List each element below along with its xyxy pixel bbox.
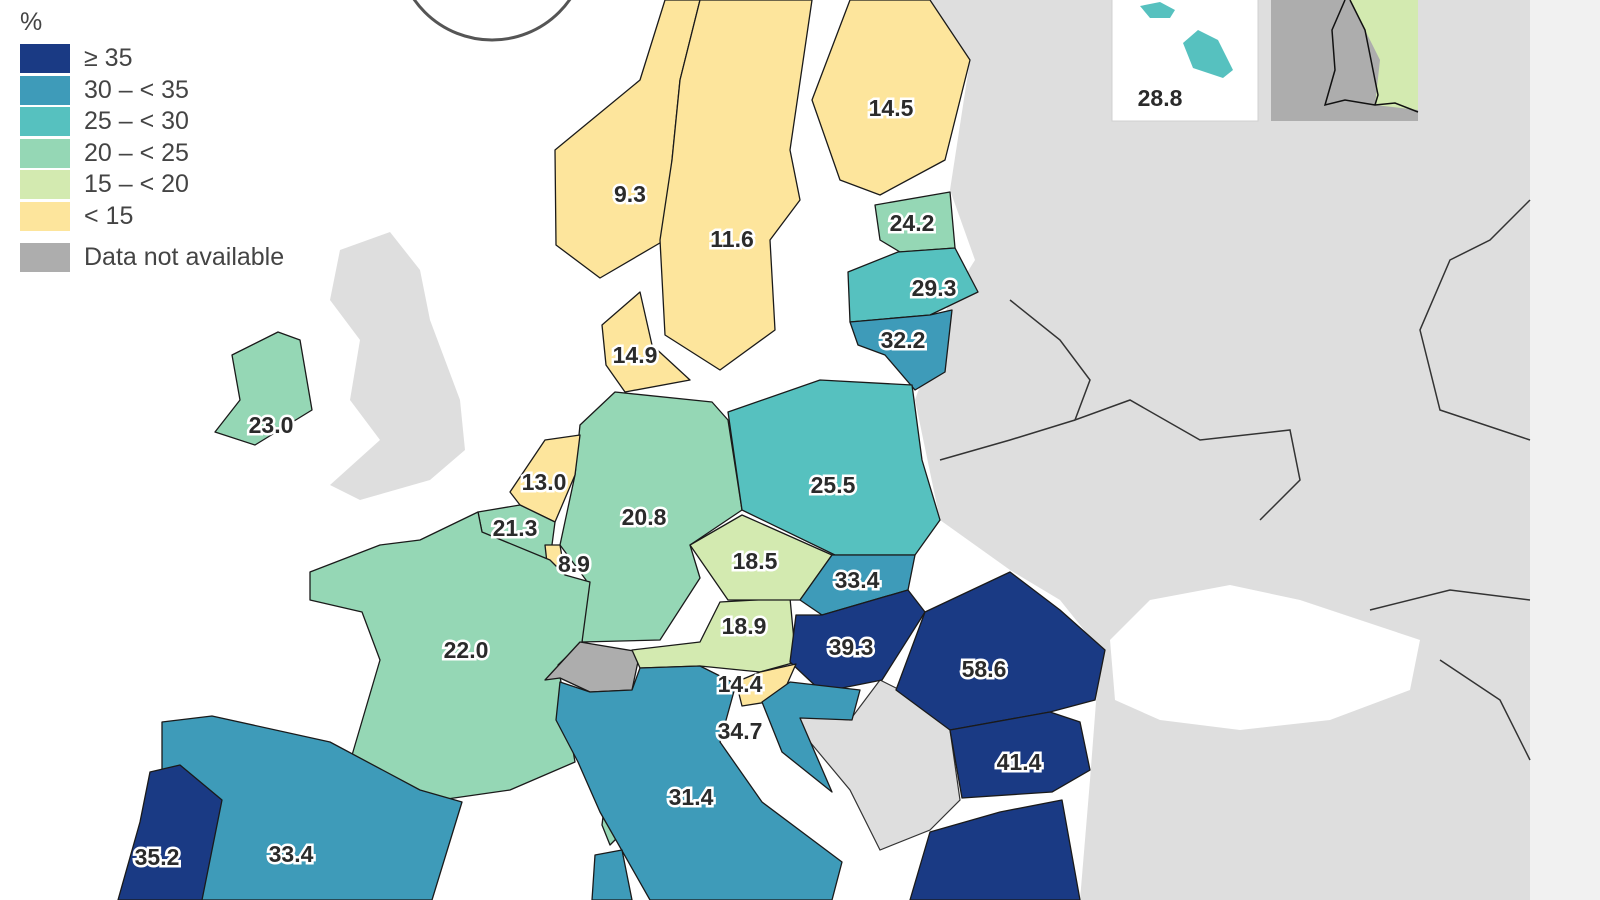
region-GR[interactable] — [909, 799, 1081, 900]
black-sea — [1110, 585, 1420, 730]
region-SE[interactable] — [659, 0, 813, 371]
inset-liechtenstein — [1271, 0, 1419, 121]
region-PT[interactable] — [117, 764, 223, 900]
value-label-LT: 32.2 — [881, 327, 926, 353]
legend-label: Data not available — [84, 243, 285, 272]
legend-unit: % — [20, 8, 43, 36]
value-label-HR: 34.7 — [718, 718, 763, 744]
value-label-DE: 20.8 — [622, 504, 667, 530]
legend-swatch — [20, 138, 70, 168]
value-label-SI: 14.4 — [718, 671, 763, 697]
region-LT[interactable] — [849, 309, 953, 391]
legend-swatch — [20, 243, 70, 273]
legend-swatch — [20, 107, 70, 137]
value-label-BE: 21.3 — [493, 515, 538, 541]
value-label-DK: 14.9 — [613, 342, 658, 368]
region-IT-sardinia[interactable] — [591, 849, 633, 900]
legend-item: 20 – < 25 — [20, 138, 284, 170]
legend-item: 25 – < 30 — [20, 106, 284, 138]
value-label-IE: 23.0 — [249, 412, 294, 438]
non-eu-balkans — [788, 679, 961, 851]
value-label-LU: 8.9 — [558, 551, 590, 577]
legend-label: 30 – < 35 — [84, 75, 189, 104]
legend-item: ≥ 35 — [20, 43, 284, 75]
inset-circle — [412, 0, 572, 42]
legend-label: ≥ 35 — [84, 44, 133, 73]
value-label-FI: 14.5 — [869, 95, 914, 121]
value-label-NL: 13.0 — [522, 469, 567, 495]
legend-swatch — [20, 170, 70, 200]
region-PL[interactable] — [727, 379, 941, 556]
value-label-ES: 33.4 — [269, 841, 314, 867]
value-label-CZ: 18.5 — [733, 548, 778, 574]
legend-swatch — [20, 75, 70, 105]
legend: % ≥ 35 30 – < 35 25 – < 30 20 – < 25 15 … — [20, 8, 284, 274]
region-DK[interactable] — [601, 291, 691, 393]
value-label-PL: 25.5 — [811, 472, 856, 498]
value-label-HU: 39.3 — [829, 634, 874, 660]
value-label-EE: 24.2 — [890, 210, 935, 236]
value-label-PT: 35.2 — [135, 844, 180, 870]
region-HR[interactable] — [761, 681, 861, 793]
legend-label: 15 – < 20 — [84, 170, 189, 199]
value-label-SE: 11.6 — [710, 226, 754, 252]
legend-item: 15 – < 20 — [20, 169, 284, 201]
legend-item: < 15 — [20, 201, 284, 233]
value-label-RO: 58.6 — [962, 656, 1007, 682]
region-IT[interactable] — [555, 665, 843, 900]
value-label-BG: 41.4 — [997, 749, 1042, 775]
legend-item: 30 – < 35 — [20, 75, 284, 107]
legend-label: 20 – < 25 — [84, 138, 189, 167]
malta-shape — [1140, 2, 1233, 78]
non-eu-borders — [939, 199, 1531, 761]
legend-swatch — [20, 201, 70, 231]
value-label-FR: 22.0 — [444, 637, 489, 663]
value-label-NO: 9.3 — [614, 181, 646, 207]
region-FI[interactable] — [811, 0, 971, 196]
legend-swatch — [20, 44, 70, 74]
united-kingdom — [330, 232, 465, 500]
region-RO[interactable] — [895, 571, 1106, 731]
map-edge — [1530, 0, 1600, 900]
legend-item-not-available: Data not available — [20, 242, 284, 274]
value-label-MT: 28.8 — [1138, 85, 1183, 111]
region-IE[interactable] — [214, 331, 313, 446]
legend-label: < 15 — [84, 201, 134, 230]
value-label-IT: 31.4 — [669, 784, 714, 810]
legend-label: 25 – < 30 — [84, 107, 189, 136]
inset-malta: 28.8 — [1111, 0, 1259, 122]
region-BG[interactable] — [949, 711, 1091, 799]
value-label-AT: 18.9 — [722, 613, 767, 639]
value-label-LV: 29.3 — [912, 275, 957, 301]
value-label-SK: 33.4 — [835, 567, 880, 593]
